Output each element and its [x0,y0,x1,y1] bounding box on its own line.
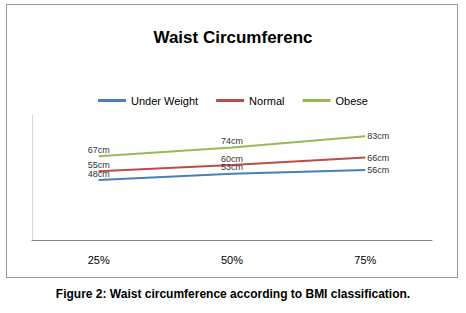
svg-text:Figure 2: Waist circumference: Figure 2: Waist circumference according … [56,287,410,301]
svg-text:56cm: 56cm [367,165,389,175]
svg-text:48cm: 48cm [88,169,110,179]
svg-text:25%: 25% [88,254,110,266]
svg-text:67cm: 67cm [88,145,110,155]
svg-text:60cm: 60cm [221,153,243,164]
svg-text:Waist Circumferenc: Waist Circumferenc [153,28,312,47]
svg-text:55cm: 55cm [87,159,110,170]
svg-text:50%: 50% [221,254,243,266]
svg-text:75%: 75% [354,254,376,266]
svg-text:83cm: 83cm [367,131,389,141]
svg-text:74cm: 74cm [221,136,243,146]
svg-text:Obese: Obese [336,95,368,107]
svg-text:Under Weight: Under Weight [131,95,198,107]
svg-text:53cm: 53cm [221,162,243,172]
svg-text:Normal: Normal [249,95,284,107]
svg-text:66cm: 66cm [367,153,389,163]
